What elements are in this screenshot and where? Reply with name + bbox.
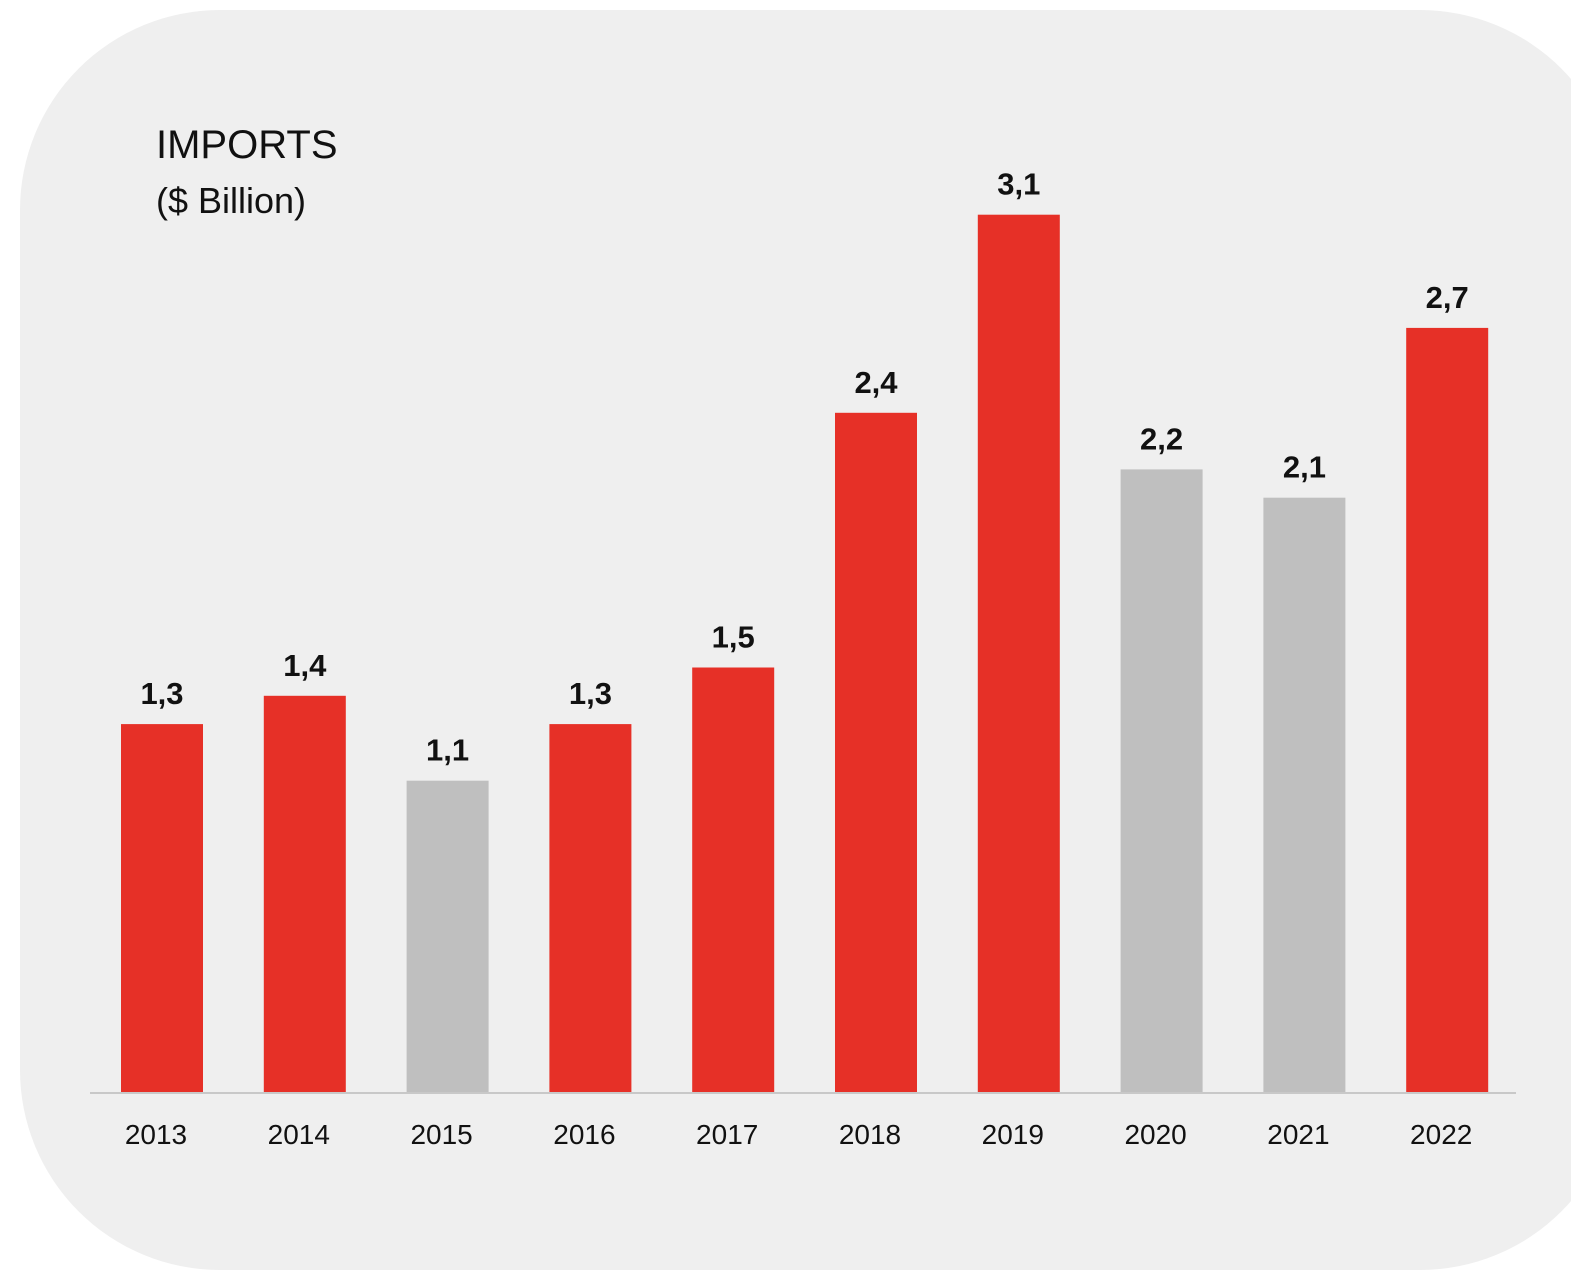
value-label-2022: 2,7 <box>1426 280 1469 315</box>
value-label-2015: 1,1 <box>426 733 469 768</box>
bar-2021 <box>1263 497 1346 1092</box>
x-tick-label-2021: 2021 <box>1267 1119 1329 1150</box>
bar-2014 <box>263 695 346 1092</box>
bar-chart: 1,31,41,11,31,52,43,12,22,12,7 2013 2014 2… <box>90 167 1516 1150</box>
value-label-2014: 1,4 <box>283 648 327 683</box>
value-label-2016: 1,3 <box>569 676 612 711</box>
bar-2020 <box>1120 469 1203 1092</box>
value-label-2017: 1,5 <box>712 620 755 655</box>
bar-2018 <box>835 412 917 1092</box>
x-tick-label-2014: 2014 <box>268 1119 330 1150</box>
value-label-2021: 2,1 <box>1283 450 1326 485</box>
x-tick-label-2015: 2015 <box>410 1119 472 1150</box>
x-tick-label-2016: 2016 <box>553 1119 615 1150</box>
chart-title: IMPORTS <box>156 123 338 167</box>
bar-2019 <box>977 214 1060 1092</box>
value-label-2018: 2,4 <box>854 365 898 400</box>
bar-2022 <box>1406 327 1489 1092</box>
value-label-2013: 1,3 <box>140 676 183 711</box>
bar-2013 <box>121 724 203 1092</box>
value-label-2019: 3,1 <box>997 167 1040 202</box>
x-tick-label-2020: 2020 <box>1124 1119 1186 1150</box>
bar-2017 <box>692 667 775 1092</box>
value-label-2020: 2,2 <box>1140 421 1183 456</box>
chart-subtitle: ($ Billion) <box>156 180 307 221</box>
x-tick-labels-group: 2013 2014 2015 2016 2017 2018 2019 2020 2021 2022 <box>125 1119 1472 1150</box>
x-tick-label-2017: 2017 <box>696 1119 758 1150</box>
bars-group <box>121 214 1489 1092</box>
value-labels-group: 1,3 1,4 1,1 1,3 1,5 2,4 3,1 2,2 2,1 2,7 <box>140 167 1468 768</box>
x-tick-label-2018: 2018 <box>839 1119 901 1150</box>
x-tick-label-2013: 2013 <box>125 1119 187 1150</box>
bar-2015 <box>406 780 489 1092</box>
x-tick-label-2019: 2019 <box>982 1119 1044 1150</box>
x-tick-label-2022: 2022 <box>1410 1119 1472 1150</box>
bar-2016 <box>549 724 632 1092</box>
